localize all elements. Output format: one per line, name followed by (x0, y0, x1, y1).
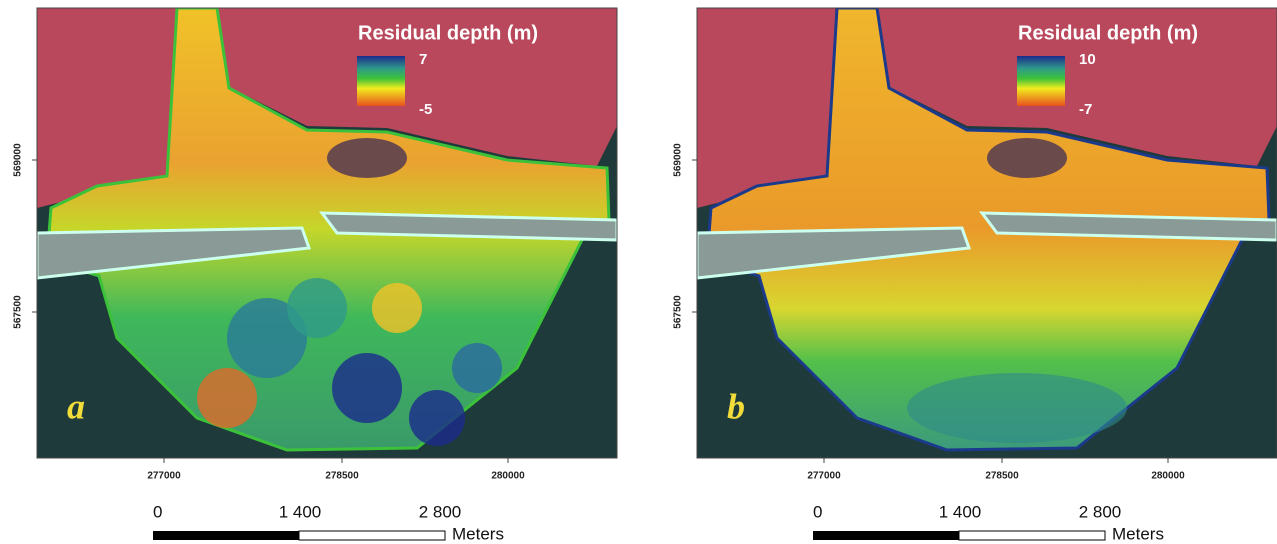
depth-patch (452, 343, 502, 393)
panel-label: a (67, 386, 85, 426)
scale-label: 2 800 (419, 502, 462, 521)
x-tick-label: 278500 (985, 471, 1019, 482)
map-image (37, 8, 617, 458)
map-panel: Residual depth (m) 10 -7 b 277000 278500 28000… (673, 8, 1277, 543)
scale-label: 2 800 (1079, 502, 1122, 521)
scale-unit: Meters (1112, 524, 1164, 543)
depth-patch (372, 283, 422, 333)
island (987, 138, 1067, 178)
legend-title: Residual depth (m) (1018, 22, 1198, 44)
legend-min: -7 (1079, 101, 1092, 118)
legend-max: 10 (1079, 51, 1096, 68)
figure: Residual depth (m) 7 -5 a 277000 278500 280000… (0, 0, 1277, 544)
x-tick-label: 280000 (1151, 471, 1185, 482)
scale-bar (959, 531, 1105, 540)
legend-max: 7 (419, 51, 427, 68)
scale-label: 0 (153, 502, 162, 521)
depth-patch (409, 390, 465, 446)
scale-bar (299, 531, 445, 540)
scale-bar (813, 531, 959, 540)
x-tick-label: 277000 (147, 471, 181, 482)
y-tick-label: 567500 (13, 295, 24, 329)
y-tick-label: 567500 (673, 295, 684, 329)
scale-label: 1 400 (279, 502, 322, 521)
island (327, 138, 407, 178)
depth-patch (197, 368, 257, 428)
legend-title: Residual depth (m) (358, 22, 538, 44)
scale-label: 1 400 (939, 502, 982, 521)
y-tick-label: 569000 (673, 143, 684, 177)
map-image (697, 8, 1277, 458)
legend-ramp (357, 56, 405, 106)
y-tick-label: 569000 (13, 143, 24, 177)
scale-unit: Meters (452, 524, 504, 543)
x-tick-label: 280000 (491, 471, 525, 482)
map-panel: Residual depth (m) 7 -5 a 277000 278500 280000… (13, 8, 617, 543)
x-tick-label: 277000 (807, 471, 841, 482)
x-tick-label: 278500 (325, 471, 359, 482)
panel-label: b (727, 386, 745, 426)
scale-label: 0 (813, 502, 822, 521)
scale-bar (153, 531, 299, 540)
legend-ramp (1017, 56, 1065, 106)
depth-patch (907, 373, 1127, 443)
depth-patch (287, 278, 347, 338)
legend-min: -5 (419, 101, 432, 118)
depth-patch (332, 353, 402, 423)
